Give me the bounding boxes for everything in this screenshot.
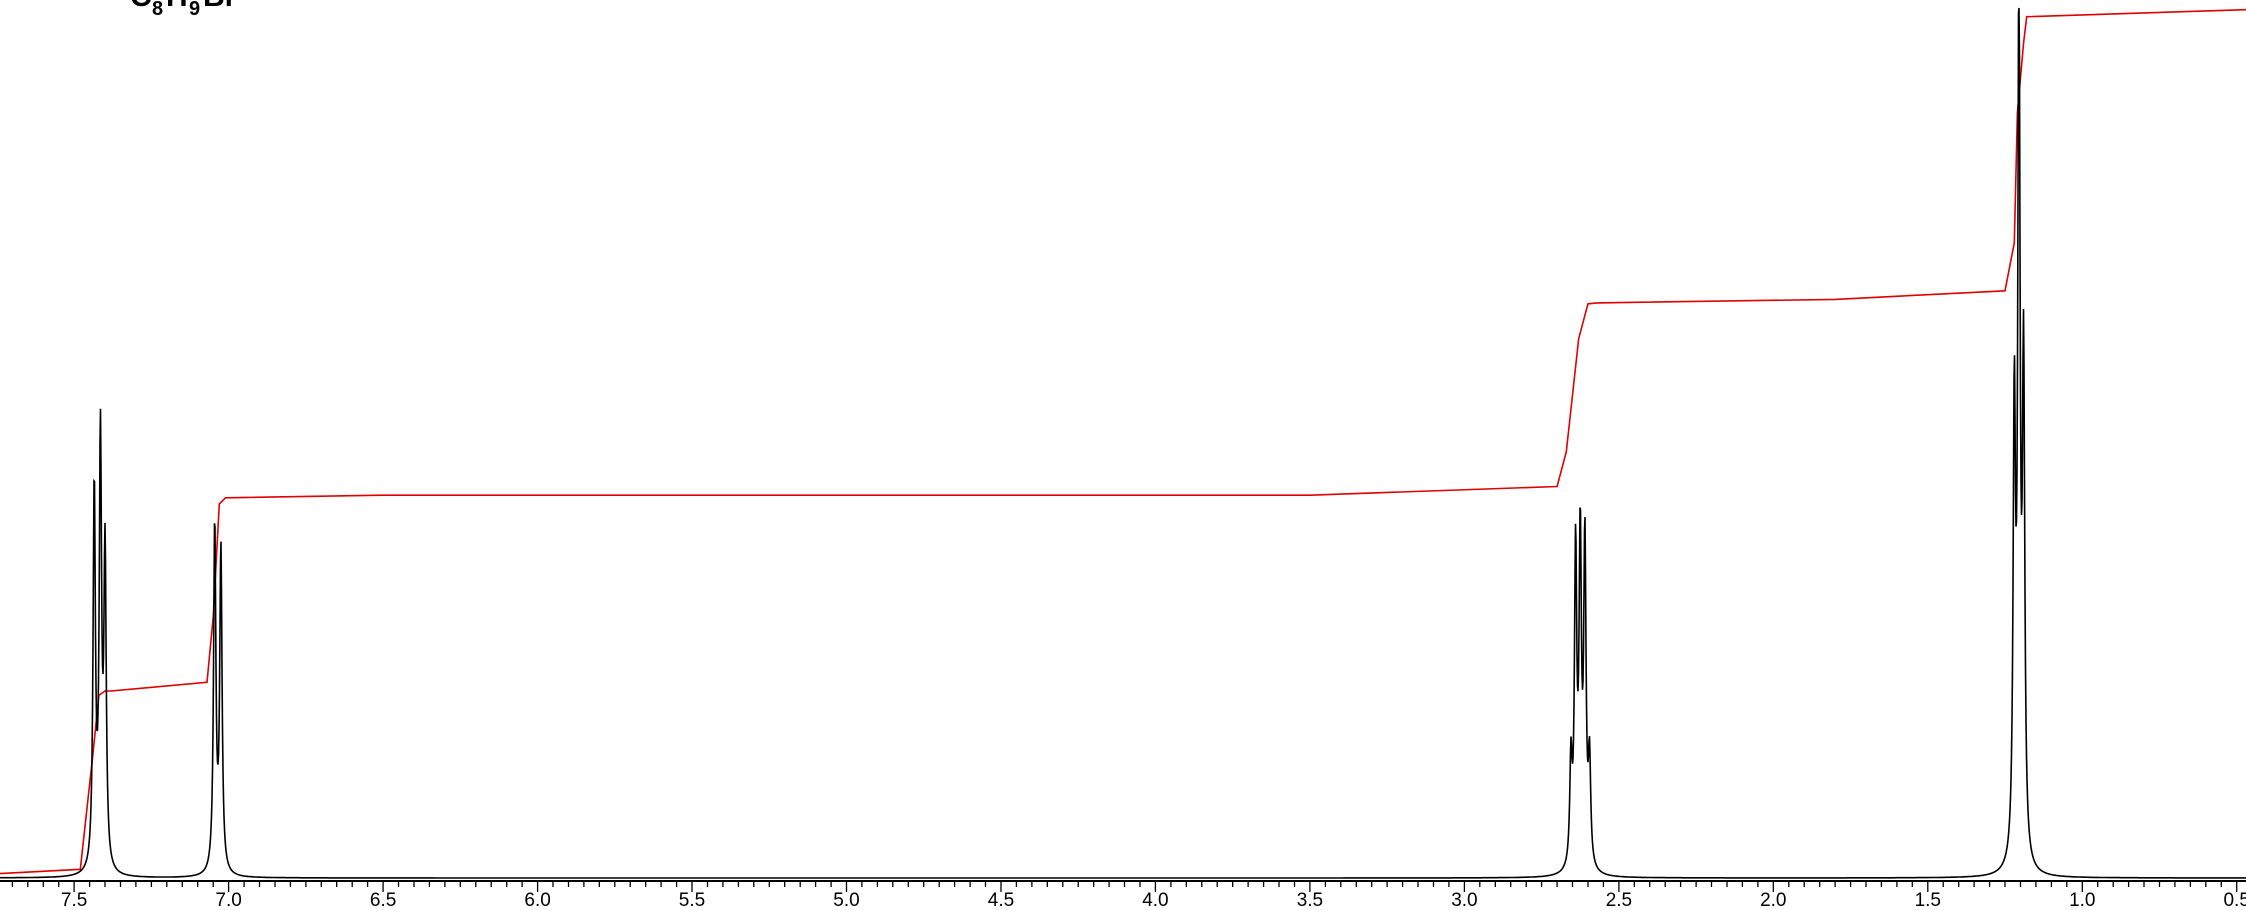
tick-label-7: 4.0 <box>1142 890 1168 910</box>
tick-label-8: 3.5 <box>1297 890 1323 910</box>
tick-label-11: 2.0 <box>1760 890 1786 910</box>
formula-h: H <box>166 0 188 13</box>
tick-label-5: 5.0 <box>833 890 859 910</box>
tick-label-3: 6.0 <box>524 890 550 910</box>
formula-label: C 8 H 9 Br <box>130 0 237 20</box>
formula-c: C <box>130 0 152 13</box>
tick-label-13: 1.0 <box>2069 890 2095 910</box>
tick-label-6: 4.5 <box>988 890 1014 910</box>
spectrum-trace-group <box>0 7 2246 879</box>
integral-curve-group <box>0 8 2246 875</box>
tick-label-12: 1.5 <box>1915 890 1941 910</box>
formula-rest: Br <box>203 0 237 13</box>
integral-curve <box>0 8 2246 875</box>
spectrum-trace <box>0 7 2246 879</box>
tick-label-9: 3.0 <box>1451 890 1477 910</box>
formula-c-subscript: 8 <box>152 0 163 20</box>
formula-h-subscript: 9 <box>189 0 200 20</box>
tick-label-2: 6.5 <box>370 890 396 910</box>
tick-label-4: 5.5 <box>679 890 705 910</box>
tick-label-14: 0.5 <box>2223 890 2246 910</box>
x-axis: 7.5 7.0 6.5 6.0 5.5 5.0 4.5 4.0 3.5 3.0 2.5 2.0 1.5 1… <box>0 880 2246 910</box>
tick-label-0: 7.5 <box>61 890 87 910</box>
tick-label-1: 7.0 <box>215 890 241 910</box>
tick-label-10: 2.5 <box>1606 890 1632 910</box>
